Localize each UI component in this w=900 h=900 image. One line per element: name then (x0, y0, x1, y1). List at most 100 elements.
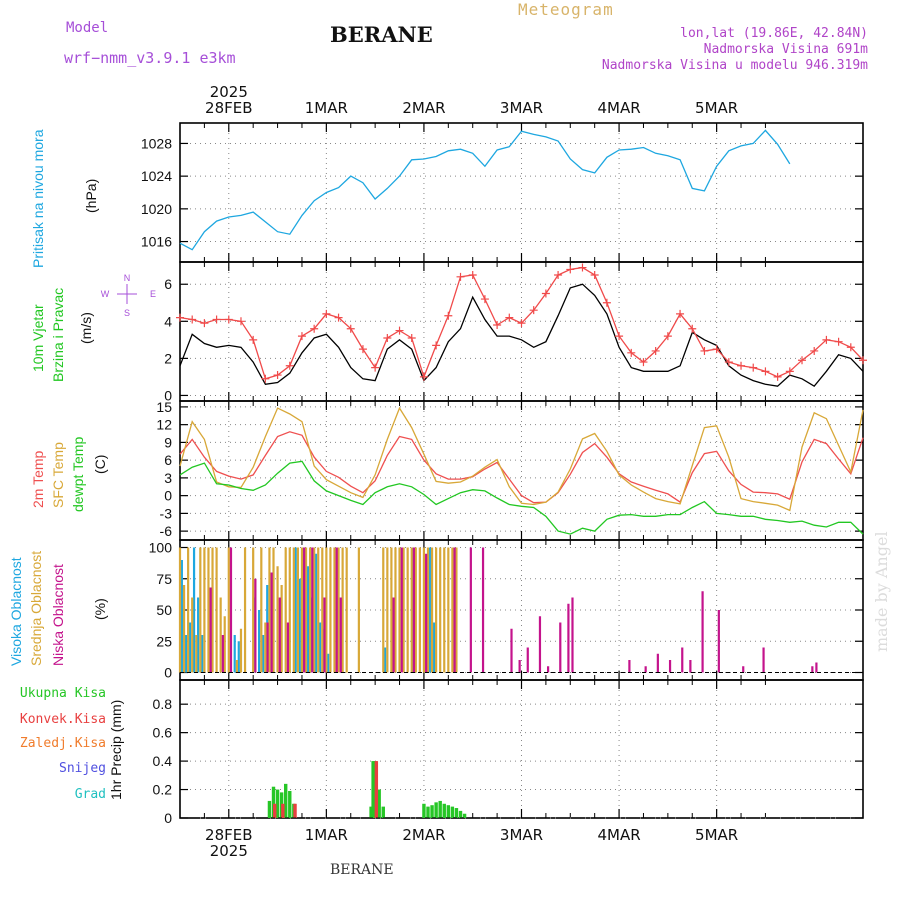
precipitation-bar (426, 806, 430, 818)
clouds-bar (394, 547, 397, 673)
clouds-bar (280, 585, 283, 673)
clouds-bar (300, 547, 304, 673)
wind-gust-marker (749, 363, 758, 372)
clouds-bar (518, 660, 521, 673)
temperature-ytick-label: 3 (164, 470, 172, 486)
wind-ytick-label: 2 (164, 350, 172, 366)
clouds-bar (681, 647, 684, 673)
clouds-bar (323, 597, 326, 673)
precipitation-bar (377, 789, 381, 818)
clouds-bar (414, 547, 417, 673)
clouds-bar (270, 572, 273, 673)
wind-gust-marker (432, 341, 441, 350)
bottom-date-label: 4MAR (597, 826, 640, 844)
footer-station: BERANE (330, 862, 394, 878)
wind-gust-marker (358, 345, 367, 354)
wind-gust-marker (468, 270, 477, 279)
precipitation-ytick-label: 0.8 (153, 696, 173, 712)
wind-gust-marker (444, 311, 453, 320)
clouds-bar (701, 591, 704, 673)
top-date-label: 4MAR (597, 99, 640, 117)
wind-ytick-label: 0 (164, 387, 172, 403)
wind-gust-marker (712, 345, 721, 354)
clouds-bar (571, 597, 574, 673)
clouds-bar (268, 547, 271, 673)
legend-conv-precip: Konvek.Kisa (19, 712, 106, 727)
bottom-date-label: 5MAR (695, 826, 738, 844)
lonlat-text: lon,lat (19.86E, 42.84N) (680, 26, 868, 41)
clouds-bar (288, 547, 291, 673)
clouds-bar (546, 666, 550, 673)
wind-gust-marker (200, 319, 209, 328)
pressure-ytick-label: 1028 (141, 135, 172, 151)
clouds-bar (239, 628, 243, 673)
wind-rose-cross (117, 284, 137, 304)
top-date-label: 2MAR (402, 99, 445, 117)
precipitation-bar (422, 803, 426, 818)
clouds-bar (425, 553, 428, 673)
clouds-bar (339, 597, 342, 673)
wind-gust-marker (480, 295, 489, 304)
clouds-bar (184, 635, 188, 673)
wind-gust-marker (456, 272, 465, 281)
clouds-bar (192, 547, 196, 673)
precipitation-bar (381, 806, 385, 818)
legend-snow: Snijeg (59, 761, 106, 776)
clouds-bar (455, 547, 458, 673)
wind-gust-marker (798, 356, 807, 365)
clouds-bar (260, 547, 263, 673)
precipitation-bar (281, 803, 285, 818)
clouds-bar (182, 585, 186, 673)
clouds-bar (422, 547, 426, 673)
bottom-year-label: 2025 (210, 842, 248, 860)
clouds-bar (451, 547, 454, 673)
pressure-series-line (179, 129, 791, 251)
wind-gust-marker (810, 346, 819, 355)
clouds-bar (306, 566, 309, 673)
clouds-bar (382, 547, 385, 673)
clouds-bar (481, 547, 485, 673)
clouds-bar (199, 547, 202, 673)
clouds-bar (304, 547, 308, 673)
precipitation-bar (454, 808, 459, 818)
wind-gust-marker (639, 358, 648, 367)
wind-gust-marker (249, 335, 258, 344)
precipitation-bar (430, 805, 434, 818)
wind-series-line (179, 283, 864, 388)
clouds-bar (180, 560, 183, 673)
precipitation-bar (371, 761, 375, 818)
precipitation-ytick-label: 0.6 (153, 725, 173, 741)
clouds-bar (284, 547, 287, 673)
precipitation-bar (458, 810, 463, 818)
pressure-ytick-label: 1020 (141, 201, 172, 217)
precipitation-bar (450, 806, 455, 818)
clouds-bar (815, 662, 818, 673)
clouds-bar (329, 547, 332, 673)
bottom-date-label: 28FEB (205, 826, 252, 844)
clouds-bar (237, 641, 240, 673)
wind-gust-marker (236, 317, 245, 326)
clouds-bar (258, 610, 261, 673)
clouds-bar (264, 622, 267, 673)
clouds-bar (644, 666, 647, 673)
temperature-ytick-label: 0 (164, 488, 172, 504)
clouds-bar (272, 547, 275, 673)
wind-gust-marker (407, 333, 416, 342)
temperature-ytick-label: -6 (160, 523, 173, 539)
precipitation-bar (374, 761, 379, 818)
clouds-bar (392, 597, 395, 673)
clouds-bar (209, 587, 212, 673)
clouds-bar (341, 547, 344, 673)
model-label: Model (66, 20, 109, 36)
clouds-bar (762, 647, 765, 673)
wind-gust-marker (834, 337, 843, 346)
wind-rose-s: S (124, 308, 130, 318)
clouds-bar (337, 547, 340, 673)
clouds-bar (628, 660, 631, 673)
clouds-bar (469, 547, 472, 673)
clouds-bar (276, 566, 279, 673)
precipitation-ytick-label: 0.2 (153, 782, 173, 798)
clouds-bar (538, 616, 542, 673)
bottom-date-label: 3MAR (500, 826, 543, 844)
